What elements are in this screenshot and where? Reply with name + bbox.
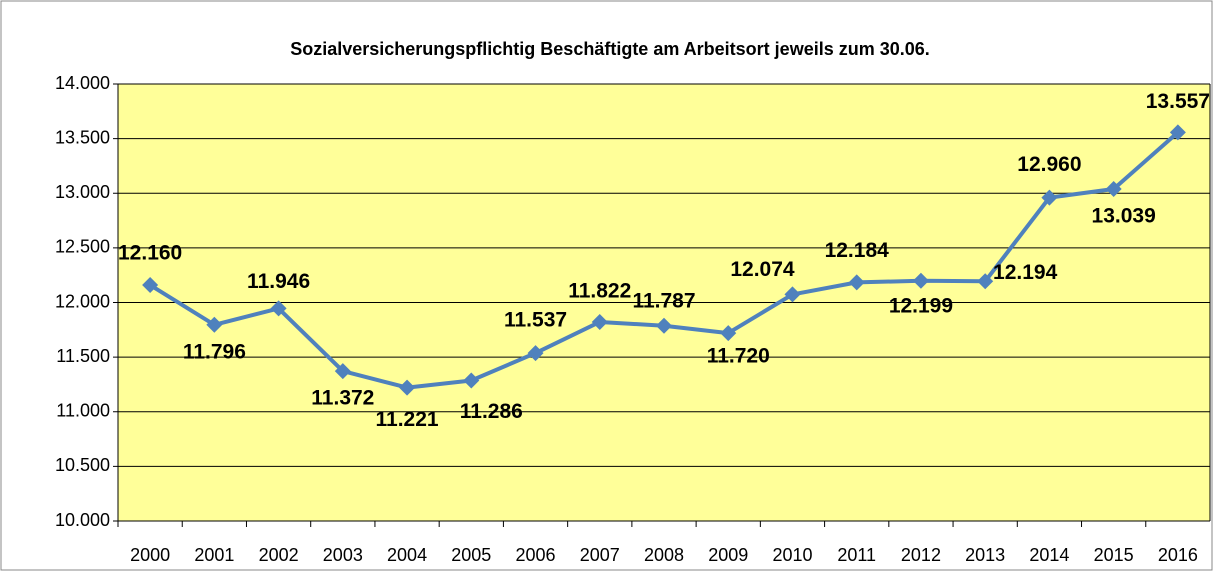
data-point <box>270 300 287 317</box>
y-tick-label: 12.000 <box>55 291 110 311</box>
data-label: 12.184 <box>825 239 890 262</box>
data-point <box>591 313 608 330</box>
data-label: 12.960 <box>1017 153 1081 176</box>
data-label: 11.537 <box>504 309 567 332</box>
data-label: 12.199 <box>889 294 953 317</box>
y-tick-label: 10.000 <box>55 510 110 530</box>
x-tick-label: 2008 <box>644 545 684 565</box>
data-point <box>206 316 223 333</box>
data-point <box>912 272 929 289</box>
x-tick-label: 2013 <box>965 545 1005 565</box>
data-label: 11.372 <box>311 387 374 410</box>
data-label: 11.946 <box>247 270 310 293</box>
data-point <box>656 317 672 334</box>
x-tick-label: 2000 <box>130 545 170 565</box>
chart-title: Sozialversicherungspflichtig Beschäftigt… <box>290 39 930 59</box>
data-point <box>399 379 416 396</box>
x-tick-label: 2011 <box>837 545 876 565</box>
data-label: 11.787 <box>632 289 695 312</box>
y-tick-label: 14.000 <box>55 73 110 93</box>
data-point <box>334 363 351 380</box>
y-tick-label: 13.500 <box>55 127 110 147</box>
x-tick-label: 2003 <box>323 545 363 565</box>
data-point <box>784 286 801 303</box>
data-point <box>977 273 994 290</box>
data-label: 13.039 <box>1092 205 1156 228</box>
data-point <box>1041 189 1058 206</box>
x-tick-label: 2009 <box>708 545 748 565</box>
data-point <box>1169 124 1186 141</box>
y-tick-label: 11.500 <box>56 346 110 366</box>
data-label: 11.221 <box>376 408 439 431</box>
data-point <box>142 277 159 294</box>
data-label: 11.720 <box>707 345 770 368</box>
y-tick-label: 12.500 <box>55 237 110 257</box>
data-label: 12.194 <box>993 261 1058 284</box>
data-point <box>527 345 544 362</box>
x-tick-label: 2012 <box>901 545 941 565</box>
y-tick-label: 10.500 <box>55 455 110 475</box>
data-point <box>1105 180 1122 197</box>
data-label: 11.822 <box>568 279 631 302</box>
x-tick-label: 2016 <box>1158 545 1198 565</box>
data-label: 12.074 <box>730 258 795 281</box>
data-point <box>848 274 865 291</box>
x-tick-label: 2005 <box>451 545 491 565</box>
x-tick-label: 2006 <box>516 545 556 565</box>
x-tick-label: 2007 <box>580 545 620 565</box>
x-tick-label: 2014 <box>1029 545 1069 565</box>
x-tick-label: 2002 <box>259 545 299 565</box>
data-label: 13.557 <box>1146 90 1210 113</box>
x-tick-label: 2015 <box>1094 545 1134 565</box>
x-tick-label: 2010 <box>772 545 812 565</box>
data-label: 11.796 <box>183 340 246 363</box>
y-tick-label: 11.000 <box>56 401 110 421</box>
data-label: 11.286 <box>460 400 523 423</box>
data-point <box>463 372 480 389</box>
data-point <box>720 325 737 342</box>
x-tick-label: 2001 <box>194 545 234 565</box>
y-tick-label: 13.000 <box>55 182 110 202</box>
data-label: 12.160 <box>118 242 182 265</box>
x-tick-label: 2004 <box>387 545 427 565</box>
